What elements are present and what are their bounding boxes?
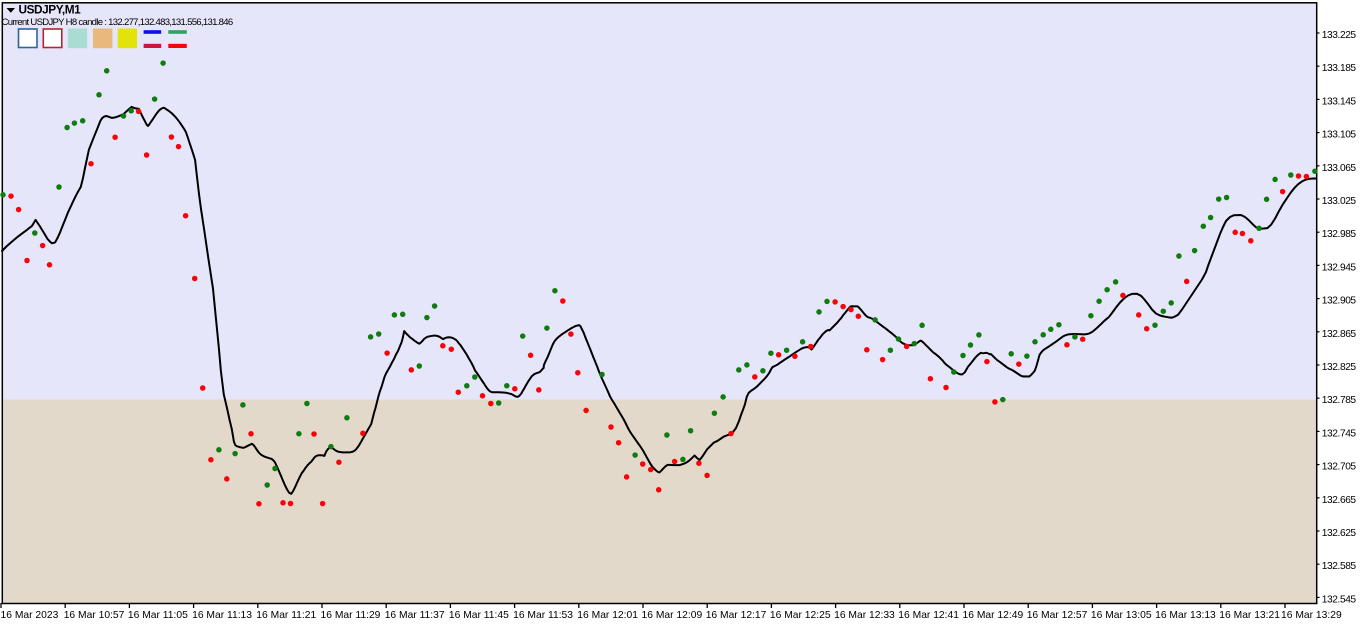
svg-text:132.665: 132.665 xyxy=(1322,495,1357,506)
svg-text:16 Mar 13:21: 16 Mar 13:21 xyxy=(1219,610,1280,621)
svg-text:16 Mar 12:49: 16 Mar 12:49 xyxy=(963,610,1024,621)
svg-text:16 Mar 13:13: 16 Mar 13:13 xyxy=(1155,610,1216,621)
svg-text:16 Mar 12:09: 16 Mar 12:09 xyxy=(642,610,703,621)
svg-text:16 Mar 11:53: 16 Mar 11:53 xyxy=(513,610,573,621)
svg-text:16 Mar 12:25: 16 Mar 12:25 xyxy=(770,610,831,621)
svg-text:132.705: 132.705 xyxy=(1322,462,1357,473)
svg-text:132.985: 132.985 xyxy=(1322,229,1357,240)
svg-text:133.145: 133.145 xyxy=(1322,96,1357,107)
svg-text:132.745: 132.745 xyxy=(1322,428,1357,439)
svg-text:16 Mar 10:57: 16 Mar 10:57 xyxy=(64,610,125,621)
svg-text:16 Mar 11:05: 16 Mar 11:05 xyxy=(128,610,188,621)
svg-text:16 Mar 12:41: 16 Mar 12:41 xyxy=(898,610,959,621)
svg-text:USDJPY,M1: USDJPY,M1 xyxy=(19,3,82,17)
svg-text:16 Mar 12:33: 16 Mar 12:33 xyxy=(834,610,895,621)
svg-text:133.025: 133.025 xyxy=(1322,196,1357,207)
svg-text:132.785: 132.785 xyxy=(1322,395,1357,406)
svg-text:132.585: 132.585 xyxy=(1322,561,1357,572)
svg-text:133.065: 133.065 xyxy=(1322,163,1357,174)
svg-text:16 Mar 13:05: 16 Mar 13:05 xyxy=(1091,610,1152,621)
svg-text:Current USDJPY H8 candle : 132: Current USDJPY H8 candle : 132.277,132.4… xyxy=(2,17,233,28)
svg-text:16 Mar 11:13: 16 Mar 11:13 xyxy=(192,610,252,621)
svg-text:132.625: 132.625 xyxy=(1322,528,1357,539)
svg-text:132.945: 132.945 xyxy=(1322,262,1357,273)
svg-text:132.865: 132.865 xyxy=(1322,329,1357,340)
svg-text:16 Mar 12:57: 16 Mar 12:57 xyxy=(1027,610,1088,621)
svg-text:16 Mar 11:29: 16 Mar 11:29 xyxy=(321,610,381,621)
svg-text:16 Mar 13:29: 16 Mar 13:29 xyxy=(1281,610,1342,621)
svg-text:133.185: 133.185 xyxy=(1322,63,1357,74)
svg-text:16 Mar 2023: 16 Mar 2023 xyxy=(1,610,59,621)
svg-text:132.545: 132.545 xyxy=(1322,594,1357,605)
svg-text:133.105: 133.105 xyxy=(1322,130,1357,141)
svg-text:133.225: 133.225 xyxy=(1322,30,1357,41)
svg-text:16 Mar 11:21: 16 Mar 11:21 xyxy=(256,610,316,621)
svg-text:16 Mar 11:37: 16 Mar 11:37 xyxy=(385,610,445,621)
svg-text:132.825: 132.825 xyxy=(1322,362,1357,373)
svg-text:132.905: 132.905 xyxy=(1322,296,1357,307)
svg-text:16 Mar 11:45: 16 Mar 11:45 xyxy=(449,610,509,621)
svg-text:16 Mar 12:17: 16 Mar 12:17 xyxy=(706,610,767,621)
svg-text:16 Mar 12:01: 16 Mar 12:01 xyxy=(577,610,638,621)
